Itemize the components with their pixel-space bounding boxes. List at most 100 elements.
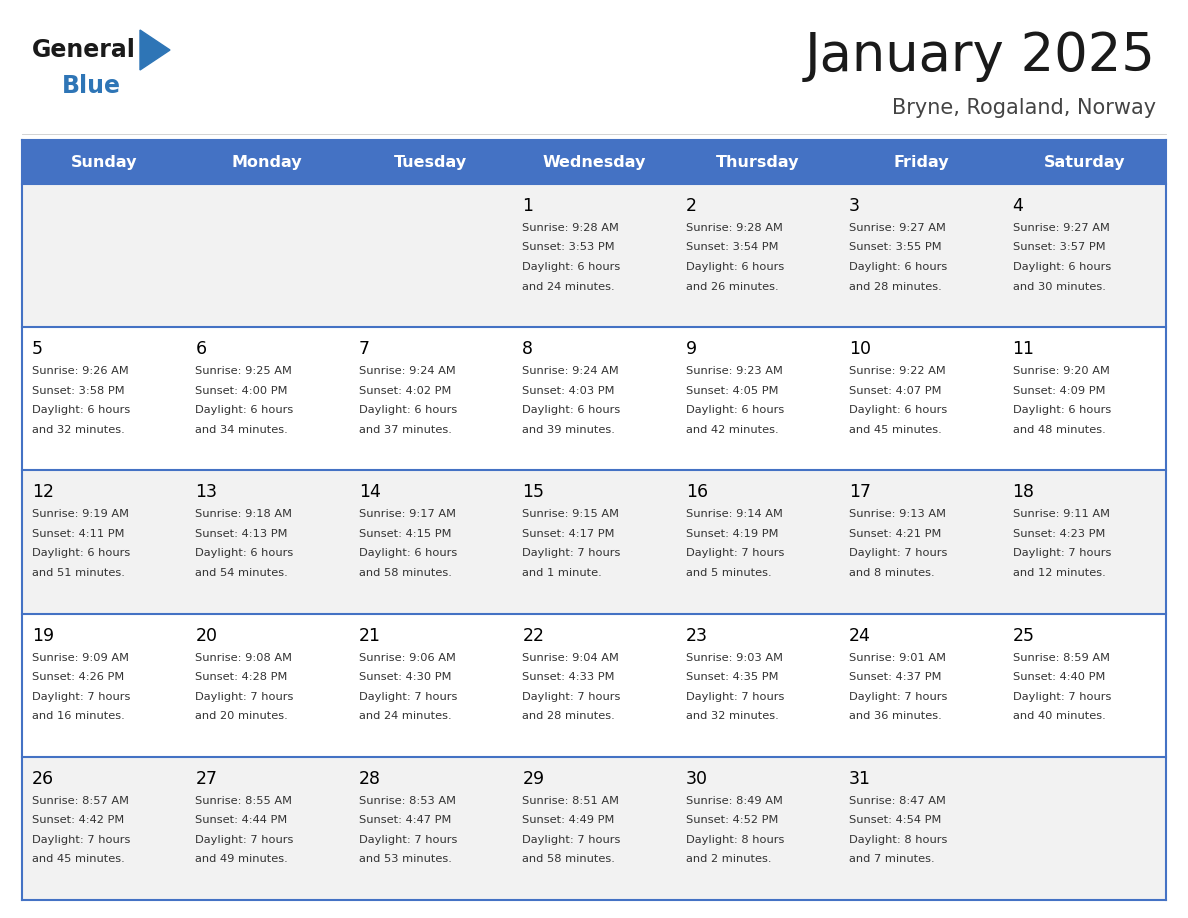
Text: 24: 24: [849, 627, 871, 644]
Text: Sunrise: 8:47 AM: Sunrise: 8:47 AM: [849, 796, 946, 806]
Text: Sunset: 4:30 PM: Sunset: 4:30 PM: [359, 672, 451, 682]
Text: Sunrise: 9:27 AM: Sunrise: 9:27 AM: [849, 223, 946, 233]
Text: and 58 minutes.: and 58 minutes.: [359, 568, 451, 578]
Text: 14: 14: [359, 484, 380, 501]
Text: Sunrise: 8:59 AM: Sunrise: 8:59 AM: [1012, 653, 1110, 663]
Text: Sunset: 4:47 PM: Sunset: 4:47 PM: [359, 815, 451, 825]
Text: Sunrise: 9:22 AM: Sunrise: 9:22 AM: [849, 366, 946, 376]
Text: and 53 minutes.: and 53 minutes.: [359, 855, 451, 865]
Text: Daylight: 6 hours: Daylight: 6 hours: [359, 405, 457, 415]
Text: Daylight: 6 hours: Daylight: 6 hours: [32, 405, 131, 415]
Text: Sunset: 4:35 PM: Sunset: 4:35 PM: [685, 672, 778, 682]
Text: Daylight: 7 hours: Daylight: 7 hours: [196, 834, 293, 845]
Text: Thursday: Thursday: [715, 154, 800, 170]
Text: Sunrise: 9:08 AM: Sunrise: 9:08 AM: [196, 653, 292, 663]
Text: Sunset: 4:05 PM: Sunset: 4:05 PM: [685, 386, 778, 396]
Text: Monday: Monday: [232, 154, 303, 170]
Text: Sunrise: 8:57 AM: Sunrise: 8:57 AM: [32, 796, 129, 806]
Text: 6: 6: [196, 341, 207, 358]
Text: 7: 7: [359, 341, 369, 358]
Text: and 24 minutes.: and 24 minutes.: [523, 282, 615, 292]
Text: Sunset: 4:26 PM: Sunset: 4:26 PM: [32, 672, 125, 682]
Text: Sunday: Sunday: [70, 154, 137, 170]
Text: Daylight: 6 hours: Daylight: 6 hours: [1012, 405, 1111, 415]
Text: and 51 minutes.: and 51 minutes.: [32, 568, 125, 578]
Text: Sunrise: 9:28 AM: Sunrise: 9:28 AM: [685, 223, 783, 233]
Text: and 32 minutes.: and 32 minutes.: [32, 425, 125, 435]
Text: and 32 minutes.: and 32 minutes.: [685, 711, 778, 722]
Text: 21: 21: [359, 627, 381, 644]
Bar: [23, 613, 1165, 756]
Text: Daylight: 7 hours: Daylight: 7 hours: [1012, 548, 1111, 558]
Text: Sunrise: 9:15 AM: Sunrise: 9:15 AM: [523, 509, 619, 520]
Text: Sunrise: 9:20 AM: Sunrise: 9:20 AM: [1012, 366, 1110, 376]
Text: Daylight: 8 hours: Daylight: 8 hours: [685, 834, 784, 845]
Text: and 34 minutes.: and 34 minutes.: [196, 425, 289, 435]
Text: Sunrise: 9:13 AM: Sunrise: 9:13 AM: [849, 509, 946, 520]
Text: and 58 minutes.: and 58 minutes.: [523, 855, 615, 865]
Text: and 7 minutes.: and 7 minutes.: [849, 855, 935, 865]
Text: Daylight: 7 hours: Daylight: 7 hours: [32, 691, 131, 701]
Text: Sunrise: 9:25 AM: Sunrise: 9:25 AM: [196, 366, 292, 376]
Text: and 16 minutes.: and 16 minutes.: [32, 711, 125, 722]
Text: Daylight: 6 hours: Daylight: 6 hours: [685, 405, 784, 415]
Text: Sunset: 4:37 PM: Sunset: 4:37 PM: [849, 672, 942, 682]
Text: Sunset: 3:54 PM: Sunset: 3:54 PM: [685, 242, 778, 252]
Text: Saturday: Saturday: [1043, 154, 1125, 170]
Text: and 42 minutes.: and 42 minutes.: [685, 425, 778, 435]
Text: Blue: Blue: [62, 74, 121, 98]
Text: 22: 22: [523, 627, 544, 644]
Text: Bryne, Rogaland, Norway: Bryne, Rogaland, Norway: [892, 98, 1156, 118]
Text: Sunset: 3:58 PM: Sunset: 3:58 PM: [32, 386, 125, 396]
Text: Sunset: 3:55 PM: Sunset: 3:55 PM: [849, 242, 942, 252]
Text: Sunset: 4:02 PM: Sunset: 4:02 PM: [359, 386, 451, 396]
Text: General: General: [32, 38, 135, 62]
Text: 19: 19: [32, 627, 55, 644]
Text: 29: 29: [523, 770, 544, 788]
Bar: [23, 756, 1165, 900]
Text: and 39 minutes.: and 39 minutes.: [523, 425, 615, 435]
Text: Daylight: 6 hours: Daylight: 6 hours: [849, 262, 947, 272]
Bar: [23, 140, 1165, 184]
Text: Sunset: 4:40 PM: Sunset: 4:40 PM: [1012, 672, 1105, 682]
Text: Daylight: 7 hours: Daylight: 7 hours: [849, 548, 948, 558]
Text: Sunset: 4:07 PM: Sunset: 4:07 PM: [849, 386, 942, 396]
Text: Sunrise: 9:28 AM: Sunrise: 9:28 AM: [523, 223, 619, 233]
Text: 15: 15: [523, 484, 544, 501]
Text: Daylight: 6 hours: Daylight: 6 hours: [523, 405, 620, 415]
Text: Tuesday: Tuesday: [394, 154, 467, 170]
Text: Sunset: 3:53 PM: Sunset: 3:53 PM: [523, 242, 615, 252]
Text: 10: 10: [849, 341, 871, 358]
Text: Daylight: 7 hours: Daylight: 7 hours: [523, 834, 620, 845]
Text: 9: 9: [685, 341, 697, 358]
Text: and 45 minutes.: and 45 minutes.: [849, 425, 942, 435]
Text: and 2 minutes.: and 2 minutes.: [685, 855, 771, 865]
Text: Daylight: 6 hours: Daylight: 6 hours: [685, 262, 784, 272]
Text: and 1 minute.: and 1 minute.: [523, 568, 602, 578]
Text: Sunrise: 9:04 AM: Sunrise: 9:04 AM: [523, 653, 619, 663]
Text: Sunset: 4:42 PM: Sunset: 4:42 PM: [32, 815, 125, 825]
Text: Daylight: 7 hours: Daylight: 7 hours: [685, 691, 784, 701]
Text: Daylight: 8 hours: Daylight: 8 hours: [849, 834, 948, 845]
Text: Sunrise: 9:24 AM: Sunrise: 9:24 AM: [359, 366, 456, 376]
Text: Daylight: 7 hours: Daylight: 7 hours: [685, 548, 784, 558]
Text: 13: 13: [196, 484, 217, 501]
Bar: [23, 327, 1165, 470]
Text: 20: 20: [196, 627, 217, 644]
Text: Sunrise: 9:24 AM: Sunrise: 9:24 AM: [523, 366, 619, 376]
Text: 4: 4: [1012, 197, 1023, 215]
Text: Daylight: 7 hours: Daylight: 7 hours: [1012, 691, 1111, 701]
Text: 27: 27: [196, 770, 217, 788]
Text: Sunset: 4:15 PM: Sunset: 4:15 PM: [359, 529, 451, 539]
Text: Daylight: 7 hours: Daylight: 7 hours: [32, 834, 131, 845]
Text: Daylight: 7 hours: Daylight: 7 hours: [523, 548, 620, 558]
Text: Sunrise: 9:19 AM: Sunrise: 9:19 AM: [32, 509, 129, 520]
Text: and 54 minutes.: and 54 minutes.: [196, 568, 289, 578]
Text: and 49 minutes.: and 49 minutes.: [196, 855, 289, 865]
Text: January 2025: January 2025: [805, 30, 1156, 82]
Text: Sunrise: 9:03 AM: Sunrise: 9:03 AM: [685, 653, 783, 663]
Text: and 5 minutes.: and 5 minutes.: [685, 568, 771, 578]
Text: Sunrise: 8:55 AM: Sunrise: 8:55 AM: [196, 796, 292, 806]
Text: Daylight: 6 hours: Daylight: 6 hours: [196, 405, 293, 415]
Text: Sunrise: 8:51 AM: Sunrise: 8:51 AM: [523, 796, 619, 806]
